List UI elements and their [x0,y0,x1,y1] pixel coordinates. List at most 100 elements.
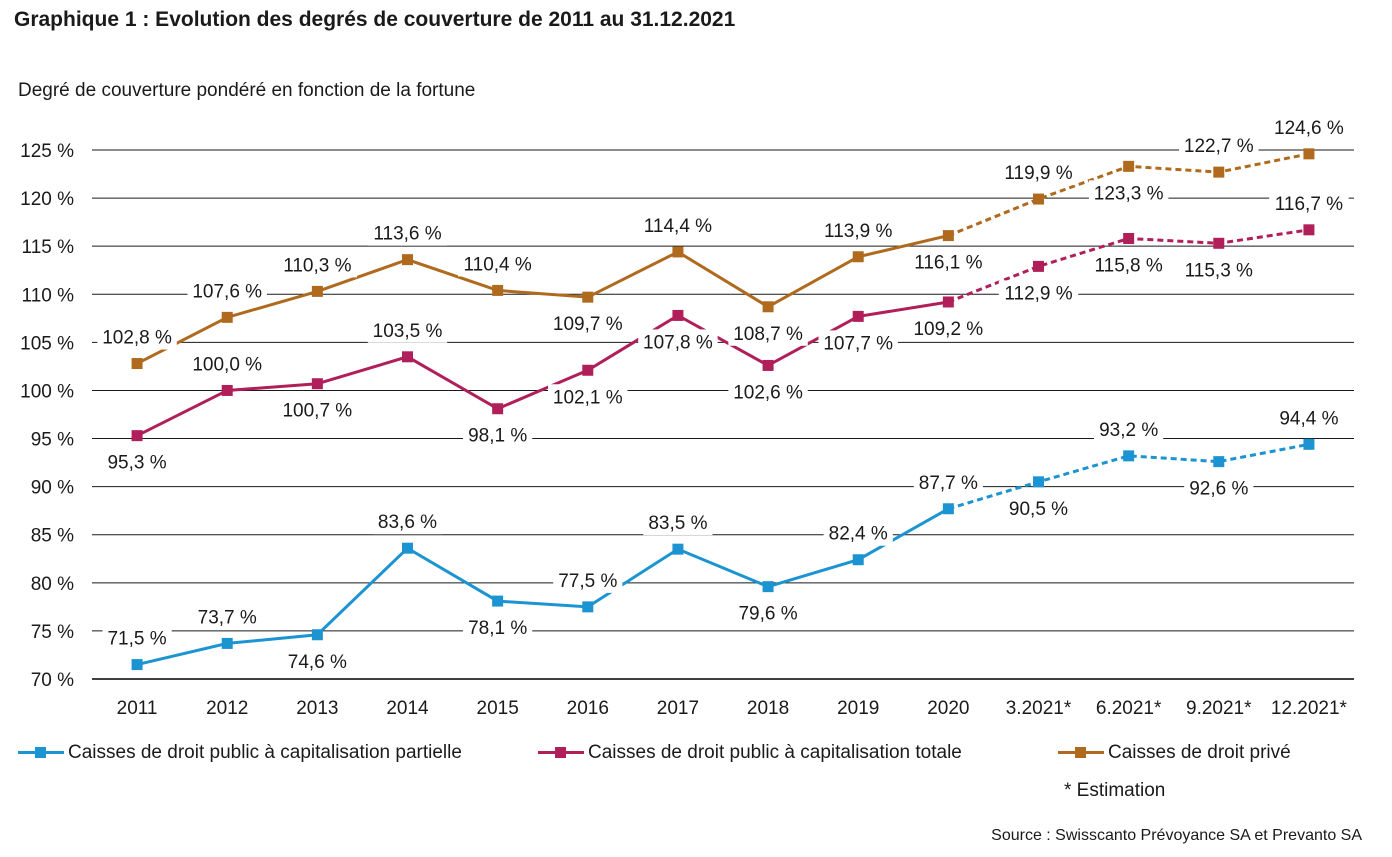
data-label: 119,9 % [1004,163,1072,184]
legend-label: Caisses de droit public à capitalisation… [68,742,462,763]
data-label-bg [1003,495,1074,521]
data-point [1303,224,1315,236]
data-point [582,364,594,376]
y-tick-label: 105 % [20,333,74,354]
data-point [762,359,774,371]
data-label-bg [367,220,448,246]
data-label-bg [102,625,172,651]
data-label-bg [638,329,718,355]
data-label: 77,5 % [558,571,617,592]
series-line-estimated [947,442,1310,511]
legend-item-private: Caisses de droit privé [1058,740,1291,766]
data-label-bg [548,311,628,337]
data-point [672,309,684,321]
data-label: 102,8 % [102,328,172,349]
x-tick-label: 12.2021* [1271,698,1348,719]
legend-item-total: Caisses de droit public à capitalisation… [538,740,962,766]
data-label-bg [1179,133,1259,159]
data-point [672,246,684,258]
data-label: 112,9 % [1004,283,1072,304]
line-chart: 70 % 75 % 80 % 85 % 90 % 95 % 100 % 105 % 110 % 1… [20,114,1354,719]
data-label-bg [1269,114,1349,140]
series-1 [131,224,1315,442]
data-label: 113,9 % [824,221,892,242]
data-point [1033,476,1044,488]
data-label: 123,3 % [1094,183,1164,204]
data-label-bg [192,604,262,630]
data-label-bg [1179,257,1259,283]
data-point [1213,237,1225,249]
estimation-footnote: * Estimation [1064,780,1166,801]
legend-label: Caisses de droit public à capitalisation… [588,742,962,763]
data-label-bg [728,320,808,346]
y-axis-label: Degré de couverture pondéré en fonction … [18,80,476,101]
data-point [1123,160,1135,172]
data-point [311,285,323,297]
x-tick-label: 9.2021* [1186,698,1252,719]
data-point [1033,260,1044,272]
y-tick-label: 80 % [31,574,74,595]
y-tick-label: 85 % [31,526,74,547]
x-tick-labels: 2011 2012 2013 2014 2015 2016 2017 2018 2019 2020… [117,698,1348,719]
data-point [492,284,504,296]
data-point [131,358,143,370]
data-point [1303,148,1315,160]
data-label-bg [277,252,358,278]
data-label-bg [998,280,1079,306]
data-label: 107,6 % [192,281,262,302]
y-tick-label: 75 % [31,622,74,643]
series-line [136,300,949,438]
data-label: 78,1 % [468,618,527,639]
data-point [131,430,143,442]
data-point [1123,450,1135,462]
legend-swatch-icon [1058,740,1104,766]
y-tick-label: 90 % [31,478,74,499]
series-lines [131,148,1315,671]
data-point [1213,456,1225,468]
data-label-bg [187,351,267,377]
series-line [136,234,949,365]
data-label: 114,4 % [644,216,712,237]
x-tick-label: 2012 [206,698,248,719]
data-point [402,351,413,363]
data-point [672,543,684,555]
data-point [1123,232,1135,244]
data-point [762,301,774,313]
data-label: 82,4 % [829,524,888,545]
data-point [942,230,954,242]
data-point [311,629,323,641]
data-label: 113,6 % [373,224,441,245]
x-tick-label: 2013 [296,698,338,719]
legend-swatch-icon [538,740,584,766]
data-label-bg [372,509,443,535]
data-label: 92,6 % [1189,479,1248,500]
data-point [221,384,233,396]
data-label: 83,6 % [378,512,437,533]
data-point [942,503,954,515]
data-point [131,659,143,671]
data-label: 73,7 % [198,607,257,628]
data-label-bg [187,278,267,304]
y-tick-label: 125 % [20,141,74,162]
data-point [852,310,864,322]
data-label: 98,1 % [468,426,527,447]
x-tick-label: 2015 [477,698,519,719]
data-label: 87,7 % [919,473,978,494]
y-tick-label: 70 % [31,670,74,691]
data-label: 108,7 % [733,324,803,345]
data-label: 71,5 % [107,629,166,650]
data-label-bg [548,384,628,410]
data-label-bg [908,249,989,275]
chart-title: Graphique 1 : Evolution des degrés de co… [14,8,736,31]
data-point [1033,193,1044,205]
data-label: 116,7 % [1275,194,1343,215]
data-label-bg [367,317,448,343]
y-tick-label: 95 % [31,430,74,451]
data-label: 124,6 % [1274,118,1344,139]
y-tick-label: 110 % [22,285,75,306]
data-label: 109,2 % [913,319,983,340]
x-tick-label: 2016 [567,698,609,719]
y-tick-label: 115 % [22,237,75,258]
data-label: 102,1 % [553,387,623,408]
data-label: 110,3 % [283,255,351,276]
